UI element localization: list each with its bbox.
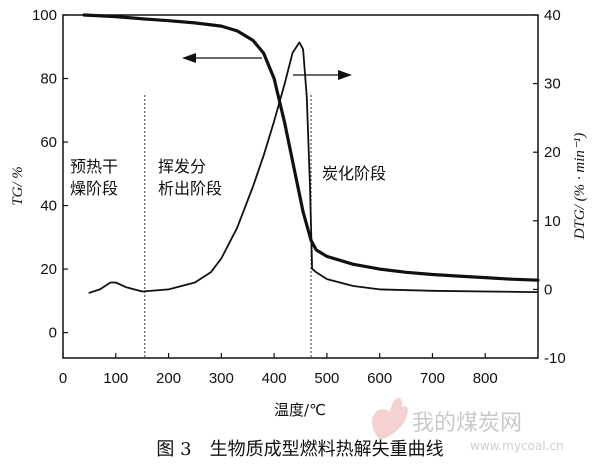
x-tick-label: 600 xyxy=(367,370,392,387)
stage-label-3: 炭化阶段 xyxy=(322,164,386,183)
y-left-tick-label: 40 xyxy=(40,198,57,215)
x-tick-label: 400 xyxy=(262,370,287,387)
y-axis-left-label: TG/ % xyxy=(10,166,26,206)
x-axis-label: 温度/℃ xyxy=(274,401,326,419)
plot-frame xyxy=(62,14,539,359)
stage-label-1: 预热干 xyxy=(70,157,118,176)
x-tick-label: 800 xyxy=(473,370,498,387)
y-left-tick-label: 0 xyxy=(49,325,57,342)
y-left-tick-label: 20 xyxy=(40,261,57,278)
x-tick-label: 100 xyxy=(103,370,128,387)
flame-logo-icon xyxy=(371,397,408,440)
y-axis-right-label: DTG/ (% · min⁻¹) xyxy=(572,133,588,241)
y-right-tick-label: 10 xyxy=(544,213,561,230)
x-tick-label: 700 xyxy=(420,370,445,387)
x-tick-label: 300 xyxy=(209,370,234,387)
tg-curve xyxy=(82,13,540,282)
y-left-tick-label: 100 xyxy=(32,7,57,24)
y-left-tick-label: 80 xyxy=(40,71,57,88)
x-tick-label: 0 xyxy=(59,370,67,387)
stage-label-1: 燥阶段 xyxy=(70,179,118,198)
dtg-axis-arrowhead xyxy=(338,70,352,80)
stage-label-2: 挥发分 xyxy=(158,157,206,176)
x-tick-label: 200 xyxy=(156,370,181,387)
dtg-curve xyxy=(88,41,539,294)
y-right-tick-label: -10 xyxy=(544,350,566,367)
stage-label-2: 析出阶段 xyxy=(158,179,222,198)
watermark-text: 我的煤炭网 xyxy=(412,411,522,436)
watermark: 我的煤炭网 www.mycoal.cn xyxy=(371,397,564,453)
y-right-tick-label: 20 xyxy=(544,144,561,161)
tg-axis-arrowhead xyxy=(182,53,196,63)
y-right-tick-label: 40 xyxy=(544,7,561,24)
y-left-tick-label: 60 xyxy=(40,134,57,151)
x-tick-label: 500 xyxy=(314,370,339,387)
y-right-tick-label: 30 xyxy=(544,76,561,93)
y-right-tick-label: 0 xyxy=(544,281,552,298)
figure-caption: 图 3 生物质成型燃料热解失重曲线 xyxy=(156,439,443,460)
watermark-url: www.mycoal.cn xyxy=(470,439,564,453)
